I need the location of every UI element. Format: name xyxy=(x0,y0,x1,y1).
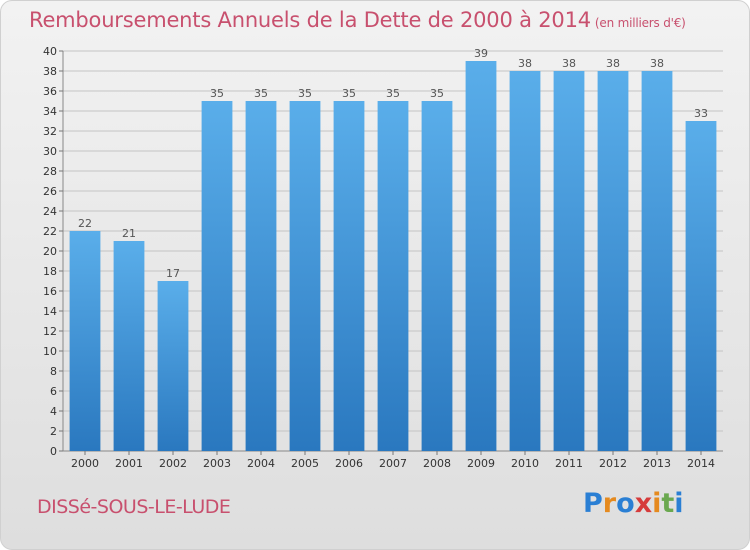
y-tick-label: 26 xyxy=(43,185,57,198)
y-tick-label: 2 xyxy=(50,425,57,438)
bar-value-label: 39 xyxy=(474,47,488,60)
bar-2011 xyxy=(553,71,585,451)
x-axis-ticks: 2000 2001 2002 2003 2004 2005 2006 2007 2008 2009… xyxy=(71,451,715,470)
proxiti-logo: Proxiti xyxy=(583,488,684,519)
bars xyxy=(69,61,717,451)
bar-2013 xyxy=(641,71,673,451)
bar-value-label: 22 xyxy=(78,217,92,230)
bar-value-label: 38 xyxy=(650,57,664,70)
y-tick-label: 38 xyxy=(43,65,57,78)
y-tick-label: 0 xyxy=(50,445,57,458)
bar-2010 xyxy=(509,71,541,451)
x-tick-label: 2011 xyxy=(555,457,583,470)
y-tick-label: 12 xyxy=(43,325,57,338)
x-tick-label: 2002 xyxy=(159,457,187,470)
logo-letter: t xyxy=(661,488,675,519)
bar-value-label: 35 xyxy=(298,87,312,100)
commune-name: DISSé-SOUS-LE-LUDE xyxy=(37,496,231,518)
chart-title-text: Remboursements Annuels de la Dette de 20… xyxy=(29,8,591,32)
y-tick-label: 10 xyxy=(43,345,57,358)
logo-letter: i xyxy=(652,488,662,519)
bar-2012 xyxy=(597,71,629,451)
y-tick-label: 20 xyxy=(43,245,57,258)
bar-2008 xyxy=(421,101,453,451)
bar-2005 xyxy=(289,101,321,451)
bar-value-label: 35 xyxy=(386,87,400,100)
bar-value-labels: 22 21 17 35 35 35 35 35 35 39 38 38 38 38 33 xyxy=(78,47,708,280)
x-tick-label: 2001 xyxy=(115,457,143,470)
y-tick-label: 32 xyxy=(43,125,57,138)
x-tick-label: 2000 xyxy=(71,457,99,470)
y-tick-label: 36 xyxy=(43,85,57,98)
x-tick-label: 2008 xyxy=(423,457,451,470)
bar-2014 xyxy=(685,121,717,451)
x-tick-label: 2010 xyxy=(511,457,539,470)
logo-letter: o xyxy=(616,488,635,519)
y-tick-label: 24 xyxy=(43,205,57,218)
x-tick-label: 2012 xyxy=(599,457,627,470)
x-tick-label: 2004 xyxy=(247,457,275,470)
y-tick-label: 4 xyxy=(50,405,57,418)
y-tick-label: 8 xyxy=(50,365,57,378)
bar-2003 xyxy=(201,101,233,451)
bar-value-label: 35 xyxy=(254,87,268,100)
y-tick-label: 14 xyxy=(43,305,57,318)
bar-value-label: 38 xyxy=(606,57,620,70)
bar-2002 xyxy=(157,281,189,451)
bar-2007 xyxy=(377,101,409,451)
x-tick-label: 2013 xyxy=(643,457,671,470)
bar-value-label: 21 xyxy=(122,227,136,240)
y-tick-label: 22 xyxy=(43,225,57,238)
bar-2009 xyxy=(465,61,497,451)
bar-2006 xyxy=(333,101,365,451)
bar-value-label: 35 xyxy=(430,87,444,100)
bar-value-label: 35 xyxy=(342,87,356,100)
y-tick-label: 40 xyxy=(43,45,57,58)
bar-value-label: 33 xyxy=(694,107,708,120)
chart-title: Remboursements Annuels de la Dette de 20… xyxy=(29,8,686,32)
bar-value-label: 38 xyxy=(562,57,576,70)
x-tick-label: 2007 xyxy=(379,457,407,470)
bar-2000 xyxy=(69,231,101,451)
bar-2001 xyxy=(113,241,145,451)
logo-letter: i xyxy=(674,488,684,519)
y-tick-label: 34 xyxy=(43,105,57,118)
logo-letter: x xyxy=(634,488,653,519)
bar-value-label: 35 xyxy=(210,87,224,100)
y-tick-label: 16 xyxy=(43,285,57,298)
logo-letter: P xyxy=(583,488,603,519)
x-tick-label: 2003 xyxy=(203,457,231,470)
bar-2004 xyxy=(245,101,277,451)
y-tick-label: 30 xyxy=(43,145,57,158)
logo-letter: r xyxy=(602,488,617,519)
x-tick-label: 2005 xyxy=(291,457,319,470)
x-tick-label: 2006 xyxy=(335,457,363,470)
x-tick-label: 2009 xyxy=(467,457,495,470)
bar-value-label: 17 xyxy=(166,267,180,280)
y-tick-label: 18 xyxy=(43,265,57,278)
chart-unit-label: (en milliers d'€) xyxy=(594,16,686,30)
bar-value-label: 38 xyxy=(518,57,532,70)
y-tick-label: 28 xyxy=(43,165,57,178)
x-tick-label: 2014 xyxy=(687,457,715,470)
y-tick-label: 6 xyxy=(50,385,57,398)
